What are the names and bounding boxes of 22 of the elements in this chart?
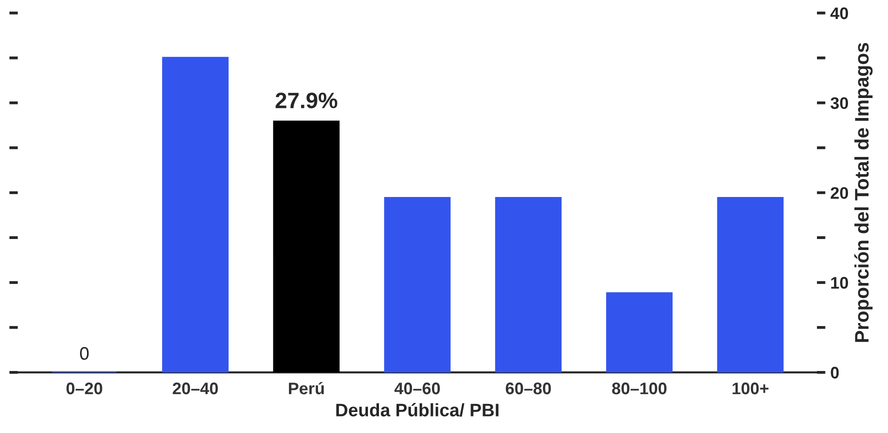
x-tick-label: 100+ — [732, 382, 768, 394]
data-label: 0 — [80, 347, 89, 360]
x-tick-label: 0–20 — [66, 382, 102, 394]
bar — [162, 56, 229, 372]
y-axis-title: Proporción del Total de Impagos — [854, 42, 873, 342]
bar — [606, 292, 673, 372]
y-tick-label: 10 — [831, 276, 848, 289]
x-tick-label: 20–40 — [172, 382, 218, 394]
bar — [717, 197, 784, 372]
x-tick-label: 80–100 — [612, 382, 666, 394]
y-tick-label: 40 — [830, 7, 848, 20]
y-tick-label: 20 — [830, 187, 848, 199]
y-tick-label: 0 — [830, 366, 839, 379]
bar — [495, 197, 562, 372]
x-tick-label: Perú — [288, 382, 324, 394]
x-tick-label: 60–80 — [506, 382, 551, 394]
x-tick-label: 40–60 — [394, 382, 440, 394]
data-label: 27.9% — [276, 92, 338, 108]
bar — [384, 197, 451, 372]
bar — [273, 120, 340, 372]
y-tick-label: 30 — [830, 97, 848, 110]
x-axis-title: Deuda Pública/ PBI — [336, 403, 498, 417]
